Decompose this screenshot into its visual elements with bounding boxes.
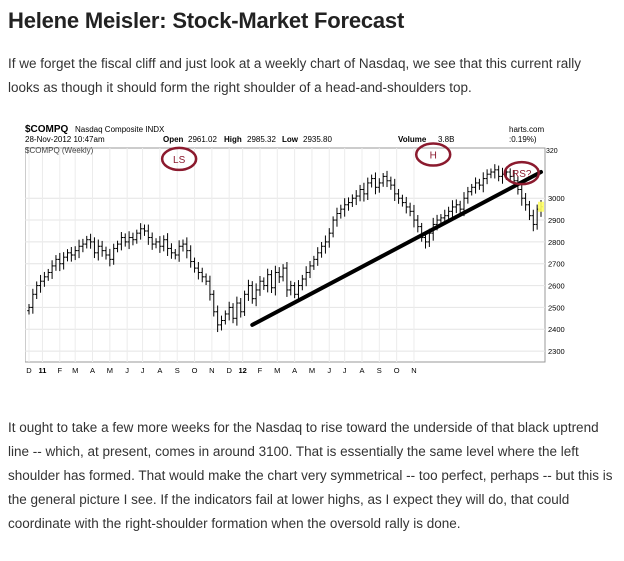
annotation-label: H [430,151,437,162]
chart-sub-label: $COMPQ (Weekly) [25,146,94,155]
x-tick-label: S [377,366,382,375]
y-tick-label: 2500 [548,303,565,312]
x-tick-label: D [226,366,232,375]
x-tick-label: N [209,366,214,375]
x-tick-label: 11 [39,366,47,375]
intro-paragraph: If we forget the fiscal cliff and just l… [8,56,582,95]
y-tick-label: 2300 [548,347,565,356]
chart-svg: LS HRS? 23002400250026002700280029003000 … [25,120,600,380]
volume-value: 3.8B [438,135,454,144]
annotation-circle [503,160,541,186]
x-tick-label: A [90,366,95,375]
annotation-circle [160,146,198,172]
chart-source: harts.com [509,125,544,134]
article-title: Helene Meisler: Stock-Market Forecast [8,8,405,33]
x-tick-label: A [292,366,297,375]
x-tick-label: M [309,366,315,375]
y-tick-label: 3000 [548,194,565,203]
x-tick-label: J [343,366,347,375]
y-tick-label: 2700 [548,260,565,269]
low-value: 2935.80 [303,135,332,144]
x-tick-label: F [58,366,63,375]
x-tick-label: A [157,366,162,375]
x-tick-label: 12 [238,366,246,375]
high-value: 2985.32 [247,135,276,144]
x-tick-label: J [125,366,129,375]
annotation-label: LS [173,155,186,166]
y-tick-label: 2400 [548,325,565,334]
x-tick-label: O [192,366,198,375]
annotation-circle [414,142,452,167]
y-tick-label: 2600 [548,282,565,291]
y-tick-label: 2900 [548,216,565,225]
x-tick-label: N [411,366,416,375]
y-tick-label: 2800 [548,238,565,247]
volume-label: Volume [398,135,427,144]
open-label: Open [163,135,184,144]
x-tick-label: O [394,366,400,375]
x-tick-label: F [258,366,263,375]
last-bar-highlight [538,201,544,212]
x-tick-label: M [107,366,113,375]
x-tick-label: J [327,366,331,375]
price-tag: 320 [546,148,558,155]
analysis-paragraph: It ought to take a few more weeks for th… [8,420,613,531]
x-tick-label: J [141,366,145,375]
high-label: High [224,135,242,144]
x-tick-label: A [359,366,364,375]
x-tick-label: D [26,366,32,375]
open-value: 2961.02 [188,135,217,144]
chart-index-name: Nasdaq Composite INDX [75,125,165,134]
uptrend-line [250,170,543,327]
low-label: Low [282,135,299,144]
change-value: :0.19%) [509,135,537,144]
x-tick-label: S [175,366,180,375]
chart-symbol: $COMPQ [25,124,69,135]
annotation-label: RS? [512,169,532,180]
nasdaq-weekly-chart: LS H RS? 2300 2400 2500 2600 2700 2800 2900 3000 … [25,120,600,380]
chart-date: 28-Nov-2012 10:47am [25,135,105,144]
x-tick-label: M [72,366,78,375]
x-tick-label: M [274,366,280,375]
plot-frame [25,147,546,363]
